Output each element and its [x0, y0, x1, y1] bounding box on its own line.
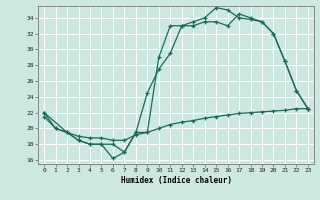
X-axis label: Humidex (Indice chaleur): Humidex (Indice chaleur) — [121, 176, 231, 185]
